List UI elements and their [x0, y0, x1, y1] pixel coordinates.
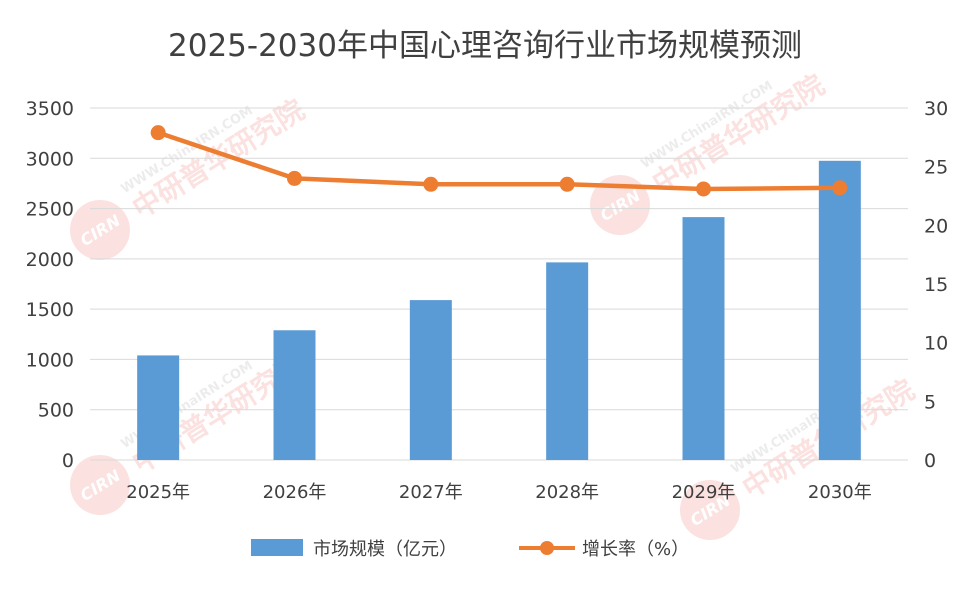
legend-label-bar: 市场规模（亿元） [313, 539, 457, 560]
growth-point-5 [832, 180, 848, 196]
x-tick-label-2: 2027年 [399, 482, 463, 503]
right-tick-label-1: 5 [924, 391, 936, 413]
right-tick-label-0: 0 [924, 450, 936, 472]
legend-label-line: 增长率（%） [582, 539, 689, 560]
left-tick-label-6: 3000 [26, 148, 74, 170]
x-tick-label-0: 2025年 [126, 482, 190, 503]
right-tick-label-3: 15 [924, 274, 948, 296]
x-tick-label-4: 2029年 [672, 482, 736, 503]
watermark-logo-circle [590, 175, 650, 235]
bar-3 [546, 262, 589, 460]
bar-0 [137, 355, 180, 460]
right-tick-label-2: 10 [924, 333, 948, 355]
left-tick-label-0: 0 [62, 450, 74, 472]
x-axis-ticks: 2025年 2026年 2027年 2028年 2029年 2030年 [126, 482, 871, 503]
left-tick-label-3: 1500 [26, 299, 74, 321]
bar-1 [273, 330, 316, 460]
right-tick-label-4: 20 [924, 215, 948, 237]
legend-swatch-bar [251, 539, 303, 556]
line-series [150, 125, 848, 197]
bar-2 [409, 300, 452, 460]
bar-series [137, 160, 861, 461]
legend-swatch-marker [540, 541, 554, 555]
watermark-logo-circle [680, 480, 740, 540]
left-tick-label-5: 2500 [26, 199, 74, 221]
growth-point-1 [287, 170, 302, 186]
watermark-logo-circle [70, 200, 130, 260]
watermark-logo-circle [70, 455, 130, 515]
bar-4 [682, 217, 725, 460]
x-tick-label-3: 2028年 [535, 482, 599, 503]
left-tick-label-4: 2000 [26, 249, 74, 271]
left-tick-label-1: 500 [38, 400, 74, 422]
legend: 市场规模（亿元） 增长率（%） [251, 539, 689, 560]
left-axis-ticks: 0 500 1000 1500 2000 2500 3000 3500 [26, 98, 74, 472]
chart-title: 2025-2030年中国心理咨询行业市场规模预测 [168, 28, 802, 64]
bar-5 [818, 160, 861, 461]
gridlines [90, 107, 908, 461]
right-tick-label-6: 30 [924, 98, 948, 120]
growth-point-2 [423, 176, 439, 192]
x-tick-label-1: 2026年 [263, 482, 327, 503]
right-tick-label-5: 25 [924, 157, 948, 179]
growth-point-3 [559, 176, 575, 192]
x-tick-label-5: 2030年 [808, 482, 872, 503]
growth-line [155, 130, 843, 192]
left-tick-label-2: 1000 [26, 349, 74, 371]
growth-point-0 [150, 125, 166, 141]
growth-point-4 [696, 181, 711, 197]
right-axis-ticks: 0 5 10 15 20 25 30 [924, 98, 948, 472]
left-tick-label-7: 3500 [26, 98, 74, 120]
